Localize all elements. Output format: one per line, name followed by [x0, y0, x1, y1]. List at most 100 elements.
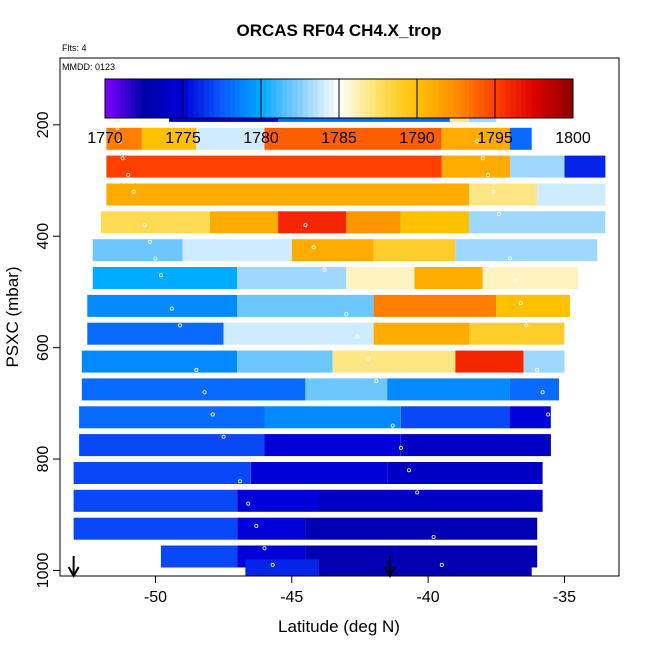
track-point-50 [513, 278, 518, 283]
flights-label: Flts: 4 [62, 43, 87, 53]
colorbar-swatch-68 [458, 79, 465, 118]
heatmap-cell-9-0 [81, 350, 238, 373]
heatmap-cell-2-0 [106, 155, 442, 178]
track-point-38 [423, 512, 428, 517]
y-tick-label-3: 800 [35, 446, 52, 473]
colorbar-swatch-33 [276, 79, 283, 118]
heatmap-cell-6-2 [346, 267, 415, 289]
track-point-28 [333, 289, 338, 294]
heatmap-cell-2-2 [509, 155, 565, 178]
colorbar-swatch-43 [328, 79, 335, 118]
colorbar-swatch-14 [177, 79, 184, 118]
heatmap-cell-10-3 [509, 378, 559, 401]
track-point-25 [303, 223, 308, 228]
colorbar-tick-label-5: 1795 [477, 130, 513, 147]
colorbar-swatch-82 [531, 79, 537, 118]
track-point-47 [496, 211, 501, 216]
colorbar-swatch-72 [479, 79, 485, 118]
colorbar-swatch-74 [489, 79, 496, 118]
heatmap-cell-9-3 [455, 350, 524, 373]
colorbar-swatch-42 [323, 79, 329, 118]
y-tick-label-2: 600 [35, 334, 52, 361]
colorbar-swatch-46 [344, 79, 350, 118]
track-point-55 [540, 390, 545, 395]
track-point-36 [406, 468, 411, 473]
track-point-14 [186, 345, 191, 350]
colorbar-swatch-85 [547, 79, 553, 118]
colorbar-swatch-53 [380, 79, 387, 118]
heatmap-cell-1-2 [196, 127, 265, 150]
colorbar-swatch-28 [250, 79, 257, 118]
track-point-7 [142, 223, 147, 228]
colorbar-swatch-55 [391, 79, 397, 118]
heatmap-cell-7-3 [496, 294, 570, 317]
y-tick-label-0: 200 [35, 111, 52, 138]
colorbar-swatch-41 [318, 79, 324, 118]
colorbar-tick-label-6: 1800 [555, 130, 591, 147]
heatmap-cell-15-1 [237, 517, 306, 540]
heatmap-cell-4-4 [400, 211, 470, 234]
track-point-62 [578, 546, 583, 551]
track-point-23 [262, 546, 267, 551]
colorbar-swatch-1 [110, 79, 116, 118]
colorbar-tick-label-0: 1770 [87, 130, 123, 147]
colorbar-swatch-64 [437, 79, 444, 118]
heatmap-cell-10-2 [387, 378, 510, 401]
track-point-31 [366, 356, 371, 361]
track-point-17 [210, 412, 215, 417]
heatmap-cell-4-5 [469, 211, 606, 234]
heatmap-cell-17-1 [319, 559, 532, 576]
track-point-29 [344, 312, 349, 317]
heatmap-cell-9-1 [237, 350, 333, 373]
colorbar-swatch-57 [401, 79, 407, 118]
track-point-13 [177, 323, 182, 328]
y-tick-label-1: 400 [35, 223, 52, 250]
track-point-49 [507, 256, 512, 261]
colorbar-swatch-52 [375, 79, 381, 118]
colorbar-tick-label-3: 1785 [321, 130, 357, 147]
y-axis: 200 400 600 800 1000 [35, 111, 60, 588]
track-point-56 [546, 412, 551, 417]
heatmap-cell-7-2 [373, 294, 497, 317]
heatmap-cell-12-1 [264, 434, 401, 457]
colorbar-swatch-11 [162, 79, 168, 118]
colorbar-swatch-13 [172, 79, 179, 118]
flight-track [112, 106, 589, 567]
track-point-39 [431, 535, 436, 540]
colorbar-swatch-40 [313, 79, 319, 118]
track-point-51 [518, 301, 523, 306]
heatmap-cells [73, 99, 606, 576]
colorbar-swatch-21 [214, 79, 220, 118]
colorbar-swatch-47 [349, 79, 355, 118]
colorbar-swatch-15 [183, 79, 189, 118]
track-point-15 [194, 367, 199, 372]
x-tick-label-2: -40 [417, 589, 440, 606]
heatmap-cell-5-4 [455, 239, 598, 262]
track-point-53 [529, 345, 534, 350]
heatmap-cell-5-3 [373, 239, 456, 262]
colorbar-swatch-58 [406, 79, 413, 118]
colorbar-swatch-67 [453, 79, 459, 118]
colorbar-swatch-70 [469, 79, 475, 118]
heatmap-cell-9-2 [332, 350, 456, 373]
colorbar-swatch-24 [229, 79, 236, 118]
track-point-40 [439, 562, 444, 567]
heatmap-cell-7-0 [87, 294, 238, 317]
colorbar-swatch-12 [167, 79, 173, 118]
heatmap-cell-13-2 [387, 462, 543, 484]
colorbar-swatch-26 [240, 79, 246, 118]
colorbar-swatch-89 [567, 79, 574, 118]
track-point-58 [557, 456, 562, 461]
track-point-10 [158, 273, 163, 278]
track-point-18 [221, 434, 226, 439]
track-point-2 [118, 139, 123, 144]
colorbar-swatch-32 [271, 79, 277, 118]
track-point-57 [551, 434, 556, 439]
heatmap-cell-6-3 [414, 267, 483, 289]
colorbar-swatch-62 [427, 79, 433, 118]
colorbar-swatch-60 [417, 79, 423, 118]
track-point-1 [115, 125, 120, 130]
colorbar-swatch-59 [411, 79, 418, 118]
chart-title: ORCAS RF04 CH4.X_trop [237, 21, 442, 40]
track-point-4 [126, 172, 131, 177]
